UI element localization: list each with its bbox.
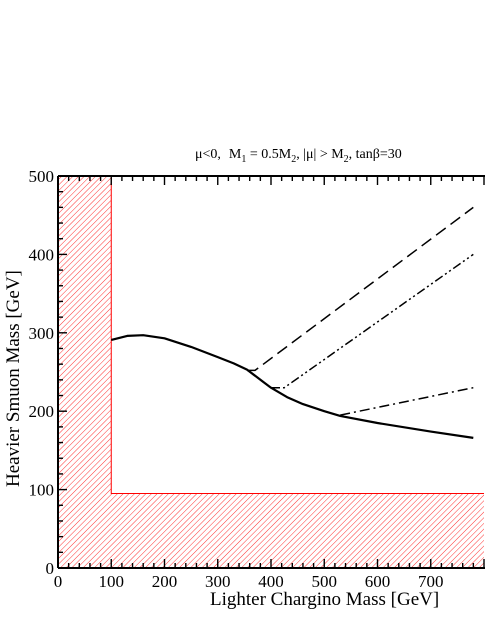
chart-title: μ<0, M1 = 0.5M2, |μ| > M2, tanβ=30 (195, 147, 402, 165)
series-group (111, 206, 474, 439)
excluded-region-hatch (58, 176, 484, 568)
excluded-region (58, 176, 484, 568)
excluded-region-boundary (110, 176, 484, 495)
y-axis-label: Heavier Smuon Mass [GeV] (3, 270, 24, 487)
x-tick-label: 400 (258, 572, 284, 591)
series-dash-dot-dot-line (271, 253, 474, 389)
x-tick-label: 700 (418, 572, 444, 591)
x-tick-label: 0 (54, 572, 63, 591)
series-solid-line (111, 334, 474, 439)
y-tick-label: 500 (29, 167, 55, 186)
x-tick-label: 500 (312, 572, 338, 591)
x-tick-label: 200 (152, 572, 178, 591)
x-tick-label: 100 (99, 572, 125, 591)
y-tick-label: 300 (29, 324, 55, 343)
y-tick-label: 0 (46, 559, 55, 578)
y-tick-label: 100 (29, 481, 55, 500)
series-dash-dot-line (340, 386, 474, 416)
y-tick-label: 400 (29, 245, 55, 264)
y-tick-label: 200 (29, 402, 55, 421)
x-axis-label: Lighter Chargino Mass [GeV] (210, 589, 439, 610)
x-tick-label: 300 (205, 572, 231, 591)
series-dashed-line (247, 206, 474, 372)
x-tick-label: 600 (365, 572, 391, 591)
